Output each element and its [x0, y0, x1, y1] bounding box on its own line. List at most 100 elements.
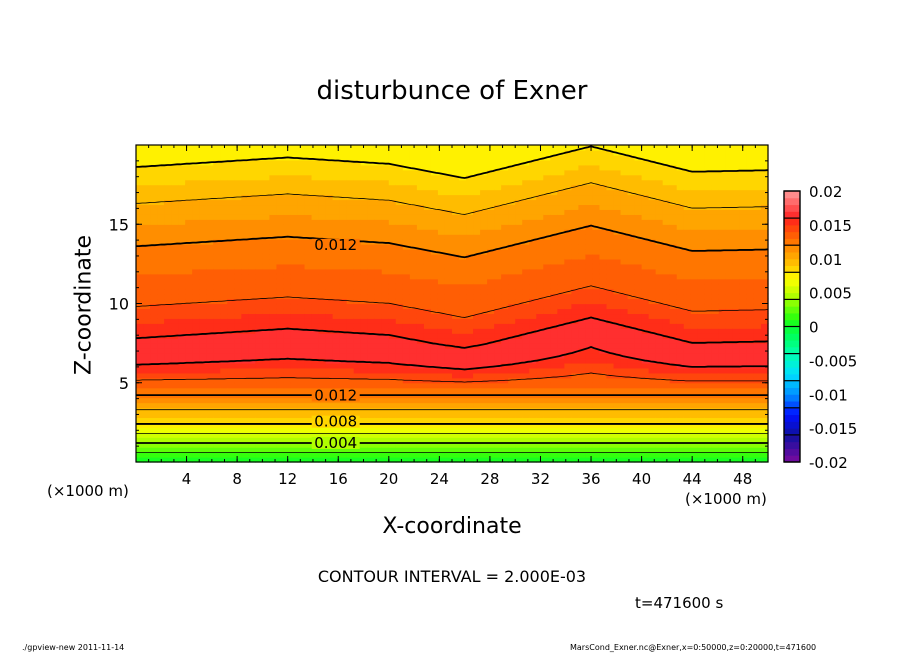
contour-cell — [220, 338, 228, 344]
contour-cell — [206, 457, 214, 463]
contour-cell — [473, 224, 481, 230]
contour-cell — [592, 268, 601, 275]
contour-cell — [269, 457, 278, 463]
contour-cell — [662, 377, 671, 384]
contour-cell — [423, 219, 432, 225]
contour-cell — [332, 402, 341, 409]
contour-cell — [248, 174, 256, 181]
contour-cell — [353, 288, 362, 295]
contour-cell — [452, 219, 460, 225]
contour-cell — [662, 214, 671, 220]
contour-cell — [143, 179, 151, 186]
contour-cell — [550, 268, 558, 275]
contour-cell — [290, 278, 299, 285]
contour-cell — [269, 174, 278, 181]
contour-cell — [578, 308, 587, 315]
contour-cell — [150, 432, 158, 438]
contour-cell — [683, 442, 692, 448]
contour-cell — [304, 353, 313, 359]
contour-cell — [409, 382, 418, 389]
contour-cell — [641, 224, 650, 230]
contour-cell — [578, 387, 587, 394]
contour-cell — [592, 323, 601, 329]
contour-cell — [655, 343, 664, 349]
contour-cell — [367, 308, 376, 315]
contour-cell — [353, 268, 362, 275]
contour-cell — [150, 308, 158, 315]
contour-cell — [388, 402, 397, 409]
contour-cell — [444, 377, 453, 384]
contour-cell — [227, 323, 235, 329]
contour-cell — [620, 412, 629, 419]
contour-cell — [150, 452, 158, 458]
contour-cell — [136, 189, 144, 196]
contour-cell — [592, 298, 601, 305]
contour-cell — [557, 437, 565, 443]
contour-cell — [374, 273, 383, 280]
contour-cell — [599, 283, 608, 290]
contour-cell — [529, 154, 537, 161]
contour-cell — [164, 288, 172, 295]
contour-cell — [522, 447, 530, 453]
contour-cell — [269, 278, 278, 285]
contour-cell — [571, 372, 579, 379]
contour-cell — [150, 437, 158, 443]
contour-cell — [452, 303, 460, 310]
contour-cell — [473, 179, 481, 186]
contour-cell — [522, 145, 530, 151]
contour-cell — [627, 432, 636, 438]
contour-cell — [283, 169, 292, 176]
contour-cell — [304, 189, 313, 196]
contour-cell — [487, 268, 495, 275]
contour-cell — [136, 417, 144, 423]
contour-cell — [585, 204, 594, 210]
contour-cell — [297, 159, 306, 166]
contour-cell — [367, 457, 376, 463]
contour-cell — [346, 377, 355, 384]
contour-cell — [220, 452, 228, 458]
contour-cell — [501, 387, 509, 394]
contour-cell — [641, 263, 650, 270]
contour-cell — [255, 452, 263, 458]
contour-cell — [185, 377, 193, 384]
contour-cell — [543, 164, 551, 171]
contour-cell — [423, 387, 432, 394]
contour-cell — [669, 432, 678, 438]
contour-cell — [430, 288, 439, 295]
contour-cell — [522, 367, 530, 374]
contour-cell — [332, 348, 341, 354]
contour-cell — [304, 288, 313, 295]
contour-cell — [297, 149, 306, 156]
contour-cell — [283, 174, 292, 181]
contour-cell — [501, 283, 509, 290]
contour-cell — [564, 258, 572, 265]
contour-cell — [297, 189, 306, 196]
contour-cell — [662, 422, 671, 428]
contour-cell — [655, 422, 664, 428]
contour-cell — [606, 154, 615, 161]
contour-cell — [529, 402, 537, 409]
contour-cell — [515, 362, 523, 369]
contour-cell — [480, 328, 488, 334]
contour-cell — [164, 432, 172, 438]
contour-cell — [564, 432, 572, 438]
contour-cell — [164, 145, 172, 151]
contour-cell — [578, 239, 587, 245]
contour-cell — [585, 442, 594, 448]
contour-cell — [199, 333, 207, 339]
contour-cell — [164, 412, 172, 419]
contour-cell — [557, 417, 565, 423]
contour-cell — [606, 432, 615, 438]
contour-cell — [459, 229, 467, 235]
contour-cell — [234, 174, 242, 181]
contour-cell — [423, 432, 432, 438]
contour-cell — [353, 154, 362, 161]
contour-cell — [585, 194, 594, 201]
contour-cell — [669, 169, 678, 176]
contour-cell — [508, 318, 516, 324]
contour-cell — [430, 353, 439, 359]
contour-cell — [585, 387, 594, 394]
contour-cell — [437, 432, 446, 438]
contour-cell — [192, 348, 200, 354]
contour-cell — [157, 293, 165, 300]
